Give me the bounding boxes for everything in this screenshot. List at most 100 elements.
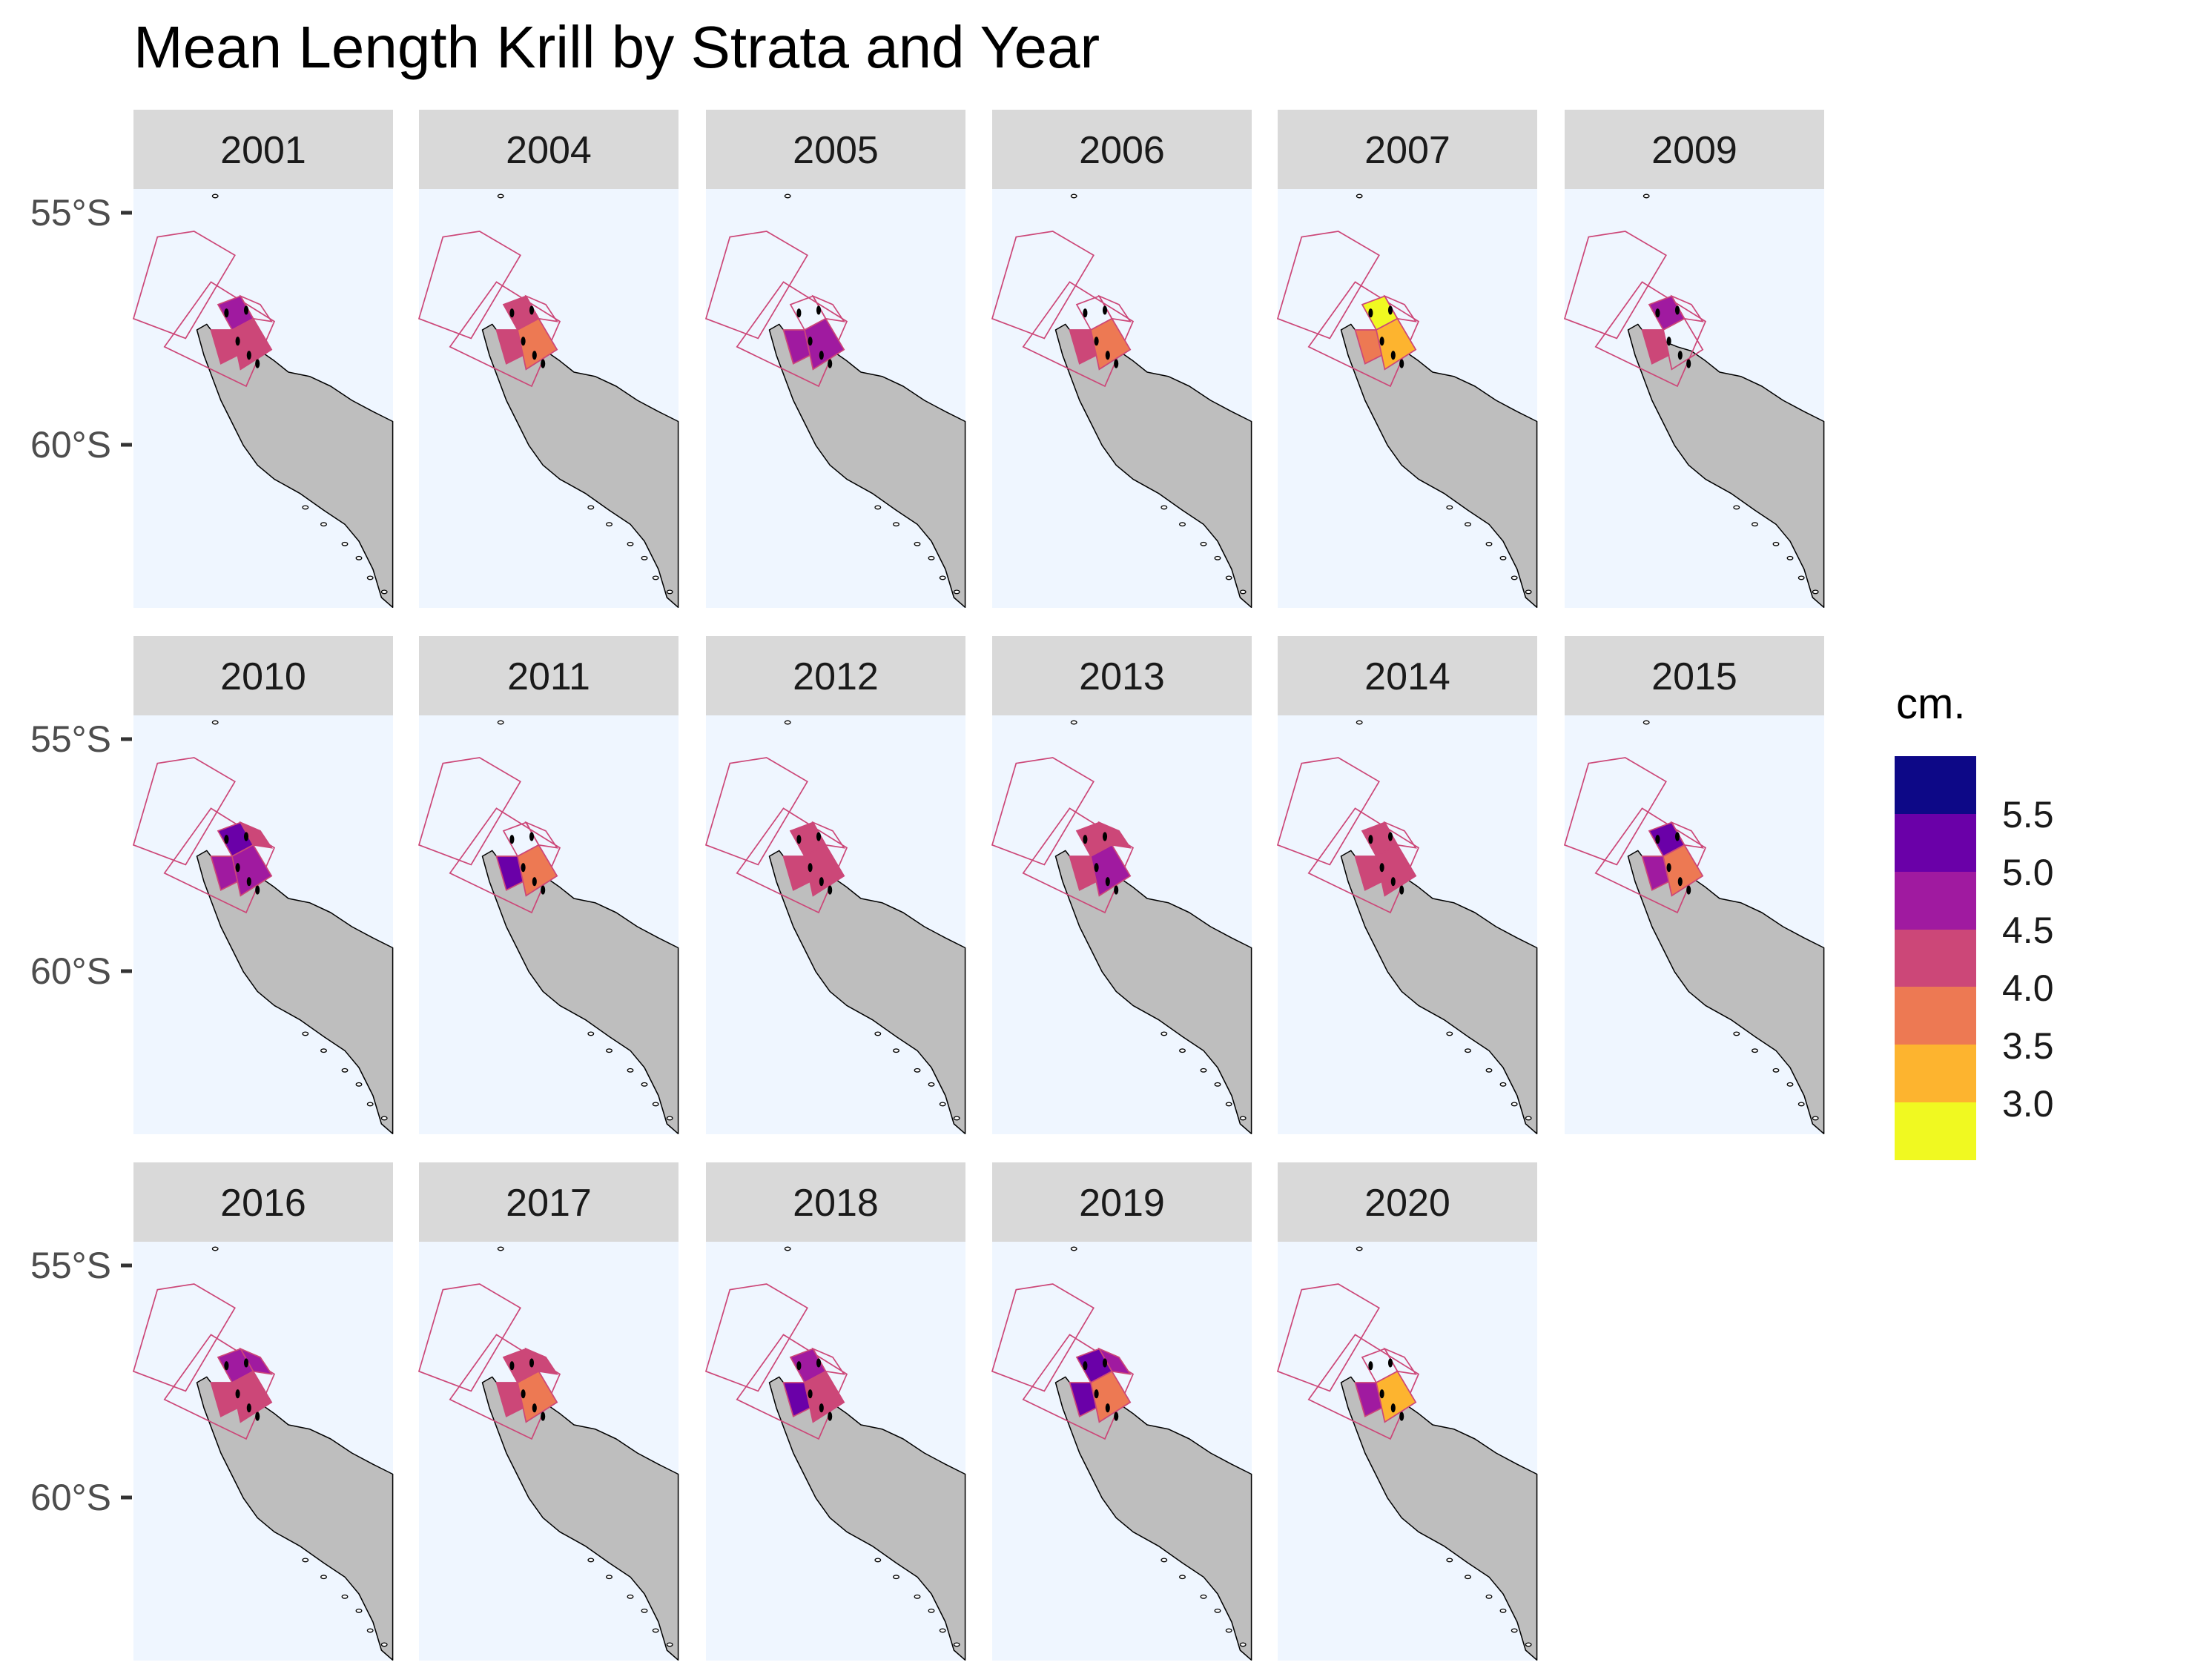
map-content xyxy=(1276,1246,1538,1661)
shetland-island xyxy=(1686,359,1691,368)
island xyxy=(784,193,791,199)
island xyxy=(928,1608,935,1613)
map-content xyxy=(1276,193,1538,609)
facet-strip-label: 2007 xyxy=(1364,129,1450,172)
island xyxy=(1070,193,1077,199)
shetland-island xyxy=(1102,1358,1108,1368)
facet-strip-label: 2006 xyxy=(1079,129,1165,172)
island xyxy=(928,555,935,560)
shetland-island xyxy=(255,359,260,368)
shetland-island xyxy=(796,308,802,318)
stratum-south-east xyxy=(804,317,845,371)
island xyxy=(627,541,634,546)
shetland-island xyxy=(808,1389,813,1399)
stratum-north-east xyxy=(811,821,845,849)
stratum-north-east xyxy=(524,821,558,849)
island xyxy=(893,1048,899,1053)
survey-area-inner xyxy=(449,807,561,914)
map-content xyxy=(704,720,966,1135)
legend-swatch xyxy=(1895,756,1976,815)
island xyxy=(1465,1575,1471,1580)
shetland-island xyxy=(1666,863,1671,873)
survey-area-outline xyxy=(132,231,236,340)
facet-strip xyxy=(992,1162,1252,1242)
map-content xyxy=(991,1246,1252,1661)
stratum-north-east xyxy=(1097,294,1132,322)
island xyxy=(784,1246,791,1251)
shetland-island xyxy=(1674,305,1680,315)
shetland-island xyxy=(816,1358,822,1368)
island xyxy=(1797,575,1805,580)
shetland-island xyxy=(1114,359,1119,368)
island xyxy=(666,1116,673,1121)
facet-strip xyxy=(706,636,965,715)
island xyxy=(1511,575,1518,580)
shetland-island xyxy=(816,305,822,315)
island xyxy=(1214,555,1221,560)
survey-area-inner xyxy=(736,807,848,914)
shetland-island xyxy=(224,1361,229,1371)
map-content xyxy=(704,1246,966,1661)
island xyxy=(874,505,882,510)
chart-title: Mean Length Krill by Strata and Year xyxy=(133,14,1100,80)
legend-label: 4.0 xyxy=(2002,967,2054,1009)
survey-area-outline xyxy=(132,757,236,866)
stratum-south-east xyxy=(1090,1370,1132,1423)
island xyxy=(1446,505,1453,510)
facet-strip-label: 2017 xyxy=(506,1182,592,1225)
legend-label: 3.0 xyxy=(2002,1083,2054,1125)
facet-strip xyxy=(1278,1162,1537,1242)
shetland-island xyxy=(828,885,833,895)
facet-strip-label: 2013 xyxy=(1079,655,1165,698)
shetland-island xyxy=(532,1403,537,1413)
survey-area-inner xyxy=(1594,281,1707,388)
legend-label: 5.0 xyxy=(2002,852,2054,893)
shetland-island xyxy=(1083,308,1088,318)
legend-colorbar xyxy=(1895,756,1976,1161)
shetland-island xyxy=(509,308,515,318)
stratum-north-east xyxy=(1670,821,1704,849)
shetland-island xyxy=(1655,308,1660,318)
map-content xyxy=(132,193,394,609)
island xyxy=(1797,1102,1805,1107)
facet-panel-2015: 2015 xyxy=(1563,636,1825,1135)
island xyxy=(1752,522,1758,527)
island xyxy=(1752,1048,1758,1053)
island xyxy=(320,522,327,527)
shetland-island xyxy=(1379,337,1384,346)
shetland-island xyxy=(1666,337,1671,346)
shetland-island xyxy=(1399,359,1404,368)
shetland-island xyxy=(255,885,260,895)
facet-strip xyxy=(992,110,1252,189)
island xyxy=(497,193,504,199)
map-content xyxy=(417,720,679,1135)
survey-area-outline xyxy=(417,231,521,340)
island xyxy=(874,1558,882,1563)
facet-strip xyxy=(1565,110,1824,189)
island xyxy=(1525,1642,1532,1647)
shetland-island xyxy=(1379,1389,1384,1399)
facet-strip-label: 2004 xyxy=(506,129,592,172)
legend-swatch xyxy=(1895,871,1976,930)
facet-strip-label: 2010 xyxy=(220,655,306,698)
facet-panel-2013: 2013 xyxy=(991,636,1252,1135)
island xyxy=(587,1031,595,1036)
island xyxy=(939,575,946,580)
shetland-island xyxy=(521,863,526,873)
survey-area-outline xyxy=(1276,757,1380,866)
legend-label: 3.5 xyxy=(2002,1025,2054,1067)
facet-strip-label: 2005 xyxy=(793,129,879,172)
shetland-island xyxy=(224,835,229,844)
facet-panel-2006: 2006 xyxy=(991,110,1252,609)
island xyxy=(914,1594,921,1599)
island xyxy=(928,1082,935,1087)
facet-strip xyxy=(1565,636,1824,715)
island xyxy=(320,1575,327,1580)
island xyxy=(1511,1628,1518,1633)
island xyxy=(380,1642,388,1647)
island xyxy=(1356,193,1363,199)
island xyxy=(666,1642,673,1647)
survey-area-outline xyxy=(991,757,1095,866)
stratum-north-east xyxy=(1097,1347,1132,1375)
